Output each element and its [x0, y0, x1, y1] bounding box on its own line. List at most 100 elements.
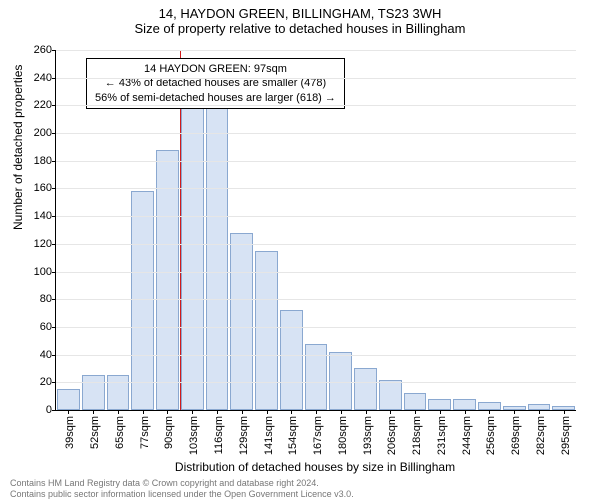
x-tick-label: 206sqm — [386, 416, 398, 455]
annotation-line1: 14 HAYDON GREEN: 97sqm — [95, 62, 336, 76]
x-tick-mark — [465, 410, 466, 414]
x-tick-mark — [390, 410, 391, 414]
x-tick-mark — [539, 410, 540, 414]
x-tick-mark — [118, 410, 119, 414]
x-tick-label: 167sqm — [312, 416, 324, 455]
y-tick-label: 200 — [34, 127, 52, 139]
x-tick-label: 39sqm — [64, 416, 76, 449]
y-tick-label: 120 — [34, 238, 52, 250]
grid-line — [56, 327, 576, 328]
y-tick-label: 260 — [34, 44, 52, 56]
y-tick-label: 100 — [34, 266, 52, 278]
x-tick-label: 244sqm — [461, 416, 473, 455]
x-tick-label: 52sqm — [89, 416, 101, 449]
grid-line — [56, 188, 576, 189]
grid-line — [56, 133, 576, 134]
footer-line2: Contains public sector information licen… — [10, 489, 354, 500]
y-tick-label: 220 — [34, 99, 52, 111]
grid-line — [56, 355, 576, 356]
x-tick-mark — [68, 410, 69, 414]
x-tick-mark — [341, 410, 342, 414]
bar — [57, 389, 80, 410]
y-tick-mark — [52, 355, 56, 356]
x-tick-label: 231sqm — [436, 416, 448, 455]
footer: Contains HM Land Registry data © Crown c… — [10, 478, 354, 500]
plot-area: 39sqm52sqm65sqm77sqm90sqm103sqm116sqm129… — [55, 50, 576, 411]
x-tick-label: 141sqm — [263, 416, 275, 455]
bar — [131, 191, 154, 410]
x-tick-label: 256sqm — [485, 416, 497, 455]
grid-line — [56, 244, 576, 245]
x-tick-label: 90sqm — [163, 416, 175, 449]
bar — [478, 402, 501, 410]
y-tick-mark — [52, 216, 56, 217]
grid-line — [56, 105, 576, 106]
y-tick-mark — [52, 50, 56, 51]
y-tick-mark — [52, 410, 56, 411]
x-tick-mark — [93, 410, 94, 414]
x-tick-label: 116sqm — [213, 416, 225, 454]
x-tick-label: 269sqm — [510, 416, 522, 455]
x-tick-mark — [489, 410, 490, 414]
bar-slot: 269sqm — [502, 50, 527, 410]
bar-slot: 244sqm — [452, 50, 477, 410]
grid-line — [56, 299, 576, 300]
bar-slot: 193sqm — [353, 50, 378, 410]
bar — [280, 310, 303, 410]
x-tick-label: 65sqm — [114, 416, 126, 449]
y-tick-mark — [52, 327, 56, 328]
chart-title: 14, HAYDON GREEN, BILLINGHAM, TS23 3WH — [0, 6, 600, 21]
x-axis-label: Distribution of detached houses by size … — [55, 460, 575, 474]
bar — [305, 344, 328, 410]
chart-subtitle: Size of property relative to detached ho… — [0, 21, 600, 36]
y-tick-mark — [52, 78, 56, 79]
y-tick-label: 180 — [34, 155, 52, 167]
y-tick-mark — [52, 161, 56, 162]
x-tick-label: 282sqm — [535, 416, 547, 455]
x-tick-mark — [217, 410, 218, 414]
bar — [428, 399, 451, 410]
x-tick-label: 77sqm — [139, 416, 151, 449]
grid-line — [56, 78, 576, 79]
annotation-box: 14 HAYDON GREEN: 97sqm ← 43% of detached… — [86, 58, 345, 109]
x-tick-label: 295sqm — [560, 416, 572, 455]
x-tick-label: 218sqm — [411, 416, 423, 455]
x-tick-label: 154sqm — [287, 416, 299, 455]
x-tick-mark — [167, 410, 168, 414]
bar — [379, 380, 402, 410]
y-tick-label: 60 — [40, 321, 52, 333]
y-tick-mark — [52, 105, 56, 106]
x-tick-mark — [415, 410, 416, 414]
x-tick-label: 180sqm — [337, 416, 349, 455]
bar-slot: 206sqm — [378, 50, 403, 410]
bar — [404, 393, 427, 410]
bar — [255, 251, 278, 410]
x-tick-mark — [267, 410, 268, 414]
grid-line — [56, 382, 576, 383]
bar-slot: 231sqm — [427, 50, 452, 410]
y-tick-label: 160 — [34, 182, 52, 194]
y-tick-label: 0 — [46, 404, 52, 416]
bar — [82, 375, 105, 410]
x-tick-mark — [192, 410, 193, 414]
x-tick-label: 129sqm — [238, 416, 250, 455]
bar — [230, 233, 253, 410]
y-tick-mark — [52, 272, 56, 273]
bar — [181, 98, 204, 410]
bar — [107, 375, 130, 410]
y-tick-mark — [52, 244, 56, 245]
footer-line1: Contains HM Land Registry data © Crown c… — [10, 478, 354, 489]
grid-line — [56, 50, 576, 51]
bar-slot: 282sqm — [527, 50, 552, 410]
y-tick-label: 240 — [34, 72, 52, 84]
annotation-line3: 56% of semi-detached houses are larger (… — [95, 91, 336, 105]
y-tick-mark — [52, 382, 56, 383]
bar — [329, 352, 352, 410]
x-tick-mark — [564, 410, 565, 414]
bar — [354, 368, 377, 410]
grid-line — [56, 161, 576, 162]
y-tick-label: 140 — [34, 210, 52, 222]
x-tick-mark — [514, 410, 515, 414]
y-tick-label: 40 — [40, 349, 52, 361]
grid-line — [56, 272, 576, 273]
